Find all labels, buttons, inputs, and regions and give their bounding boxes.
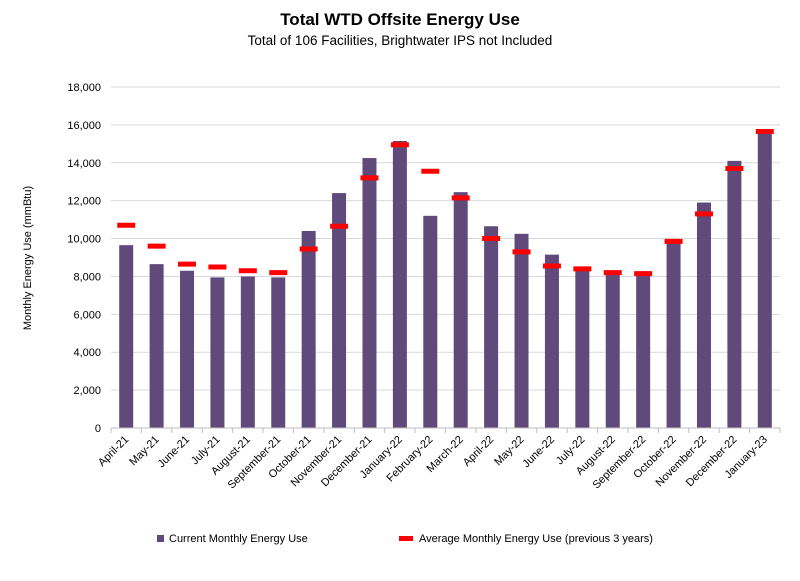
bar xyxy=(119,245,134,428)
bar xyxy=(301,230,316,428)
bar xyxy=(514,233,529,428)
bar xyxy=(423,215,438,428)
average-marker-series xyxy=(117,129,774,277)
chart-subtitle: Total of 106 Facilities, Brightwater IPS… xyxy=(247,33,553,48)
bar xyxy=(180,270,195,428)
bar xyxy=(332,193,347,428)
bar xyxy=(575,269,590,428)
bar xyxy=(696,202,711,428)
y-tick-label: 4,000 xyxy=(73,347,101,359)
chart-title: Total WTD Offsite Energy Use xyxy=(280,10,520,29)
bar xyxy=(666,240,681,428)
bar xyxy=(149,264,164,428)
legend-bar-label: Current Monthly Energy Use xyxy=(169,533,308,545)
legend-average-swatch xyxy=(399,536,413,541)
x-tick-label: April-22 xyxy=(461,434,496,469)
y-tick-label: 2,000 xyxy=(73,385,101,397)
bar xyxy=(392,140,407,428)
legend-bar-swatch xyxy=(157,535,164,542)
x-tick-label: June-22 xyxy=(520,434,557,471)
y-axis-title: Monthly Energy Use (mmBtu) xyxy=(22,186,34,330)
bar xyxy=(240,276,255,428)
y-tick-label: 6,000 xyxy=(73,309,101,321)
y-tick-label: 16,000 xyxy=(67,120,101,132)
bar xyxy=(362,158,377,428)
y-tick-label: 12,000 xyxy=(67,196,101,208)
y-tick-labels: 0 2,000 4,000 6,000 8,000 10,000 12,000 14,000 1… xyxy=(67,82,101,435)
legend-average-label: Average Monthly Energy Use (previous 3 y… xyxy=(419,533,653,545)
x-tick-label: April-21 xyxy=(96,434,131,469)
bar xyxy=(605,273,620,428)
legend: Current Monthly Energy Use Average Month… xyxy=(157,533,653,545)
bar xyxy=(757,130,772,429)
y-tick-label: 10,000 xyxy=(67,234,101,246)
x-tick-label: June-21 xyxy=(156,434,193,471)
y-tick-label: 8,000 xyxy=(73,271,101,283)
x-tick-label: September-21 xyxy=(226,434,284,492)
bar xyxy=(271,277,286,428)
x-tick-labels: April-21May-21June-21July-21August-21Sep… xyxy=(96,434,770,492)
y-tick-label: 18,000 xyxy=(67,82,101,94)
bar xyxy=(636,274,651,428)
x-tick-label: September-22 xyxy=(590,434,648,492)
bar xyxy=(727,160,742,428)
axes xyxy=(110,427,781,433)
bar xyxy=(544,254,559,428)
y-tick-label: 0 xyxy=(95,423,101,435)
bar xyxy=(210,277,225,428)
bar-series xyxy=(119,130,772,429)
y-tick-label: 14,000 xyxy=(67,158,101,170)
bar xyxy=(484,226,499,428)
bar xyxy=(453,192,468,428)
